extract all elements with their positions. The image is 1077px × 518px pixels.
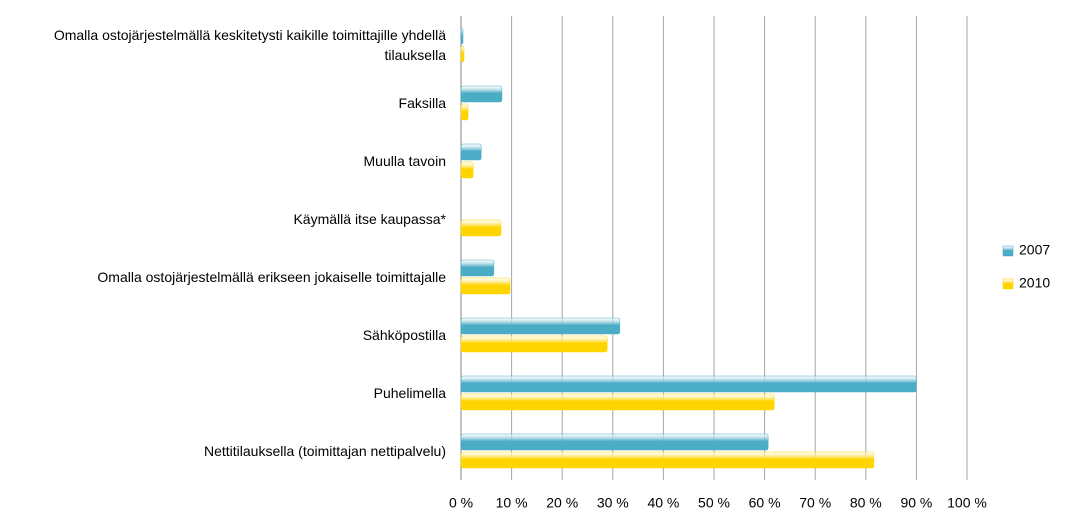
bar	[460, 451, 875, 469]
x-tick-label: 80 %	[850, 495, 882, 511]
x-tick-label: 30 %	[597, 495, 629, 511]
bar	[460, 161, 474, 179]
bar	[460, 277, 511, 295]
legend-swatch	[1002, 278, 1014, 290]
x-tick-label: 0 %	[449, 495, 473, 511]
y-tick-label: Omalla ostojärjestelmällä keskitetysti k…	[53, 27, 446, 63]
x-tick-label: 90 %	[900, 495, 932, 511]
legend-swatch	[1002, 245, 1014, 257]
x-tick-label: 60 %	[749, 495, 781, 511]
y-tick-label: Faksilla	[398, 95, 446, 111]
x-tick-label: 10 %	[496, 495, 528, 511]
bar	[460, 45, 465, 63]
bar	[460, 143, 482, 161]
bar	[460, 335, 608, 353]
y-tick-label: Omalla ostojärjestelmällä erikseen jokai…	[97, 269, 446, 285]
bar	[460, 27, 464, 45]
y-tick-label: Muulla tavoin	[363, 153, 447, 169]
y-tick-label: Puhelimella	[373, 385, 446, 401]
bar	[460, 433, 769, 451]
y-tick-label: Sähköpostilla	[362, 327, 446, 343]
bar	[460, 375, 917, 393]
x-tick-label: 50 %	[698, 495, 730, 511]
bar	[460, 103, 469, 121]
legend-label: 2010	[1019, 275, 1050, 291]
x-tick-label: 20 %	[546, 495, 578, 511]
bar	[460, 317, 621, 335]
legend-label: 2007	[1019, 242, 1050, 258]
bar	[460, 393, 775, 411]
bar	[460, 219, 502, 237]
x-tick-label: 100 %	[947, 495, 987, 511]
x-tick-label: 40 %	[647, 495, 679, 511]
x-tick-label: 70 %	[799, 495, 831, 511]
y-tick-label: Käymällä itse kaupassa*	[293, 211, 446, 227]
y-tick-label: Nettitilauksella (toimittajan nettipalve…	[204, 443, 446, 459]
bar	[460, 259, 495, 277]
bar	[460, 85, 503, 103]
